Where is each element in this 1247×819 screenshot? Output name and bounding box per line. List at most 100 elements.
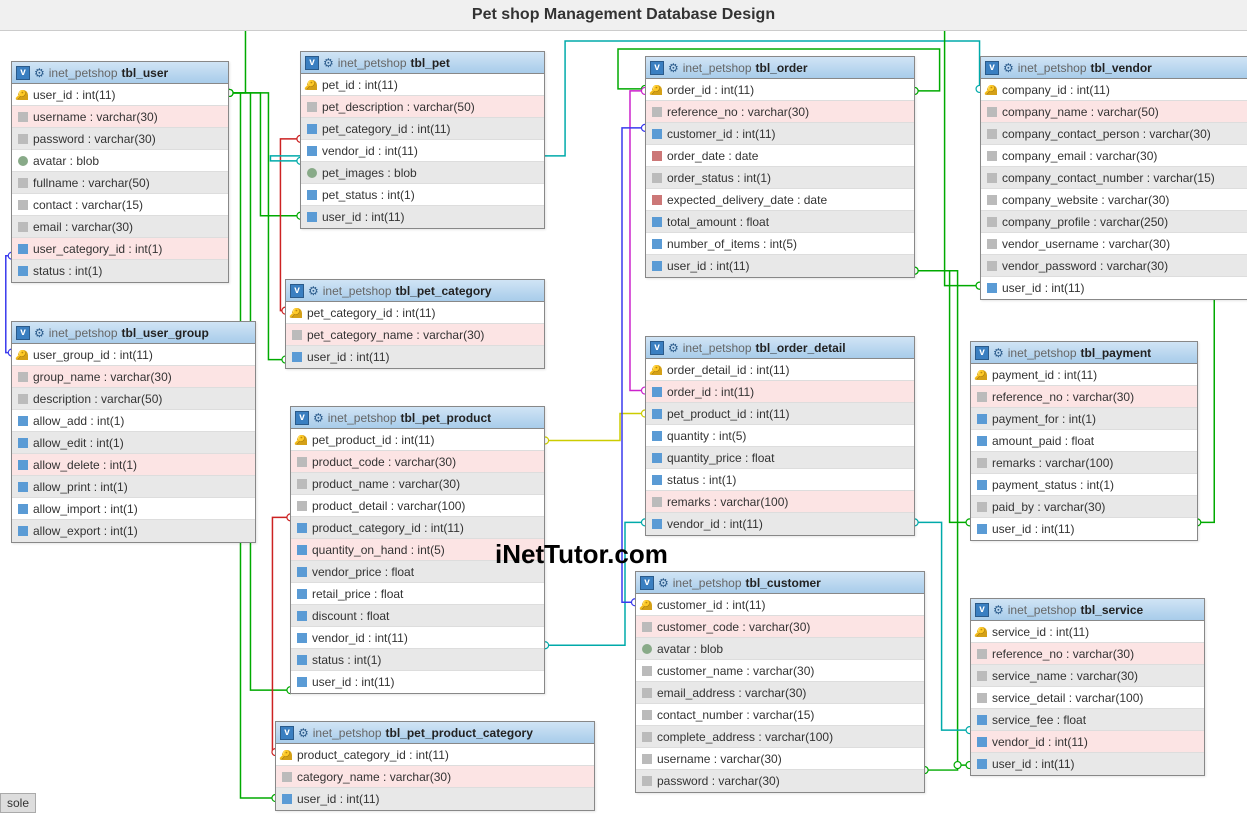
column-row[interactable]: order_status : int(1)	[646, 167, 914, 189]
gear-icon[interactable]: ⚙	[658, 576, 669, 590]
column-row[interactable]: user_id : int(11)	[286, 346, 544, 368]
column-row[interactable]: vendor_password : varchar(30)	[981, 255, 1247, 277]
gear-icon[interactable]: ⚙	[34, 326, 45, 340]
gear-icon[interactable]: ⚙	[34, 66, 45, 80]
db-table-tbl_order_detail[interactable]: v⚙inet_petshop tbl_order_detailorder_det…	[645, 336, 915, 536]
column-row[interactable]: reference_no : varchar(30)	[971, 386, 1197, 408]
column-row[interactable]: user_id : int(11)	[276, 788, 594, 810]
column-row[interactable]: password : varchar(30)	[636, 770, 924, 792]
column-row[interactable]: customer_id : int(11)	[646, 123, 914, 145]
column-row[interactable]: service_detail : varchar(100)	[971, 687, 1204, 709]
column-row[interactable]: order_detail_id : int(11)	[646, 359, 914, 381]
db-table-tbl_order[interactable]: v⚙inet_petshop tbl_orderorder_id : int(1…	[645, 56, 915, 278]
column-row[interactable]: pet_product_id : int(11)	[291, 429, 544, 451]
db-table-tbl_pet_category[interactable]: v⚙inet_petshop tbl_pet_categorypet_categ…	[285, 279, 545, 369]
gear-icon[interactable]: ⚙	[668, 61, 679, 75]
column-row[interactable]: product_code : varchar(30)	[291, 451, 544, 473]
column-row[interactable]: retail_price : float	[291, 583, 544, 605]
column-row[interactable]: company_id : int(11)	[981, 79, 1247, 101]
column-row[interactable]: reference_no : varchar(30)	[646, 101, 914, 123]
column-row[interactable]: product_detail : varchar(100)	[291, 495, 544, 517]
column-row[interactable]: fullname : varchar(50)	[12, 172, 228, 194]
column-row[interactable]: contact : varchar(15)	[12, 194, 228, 216]
column-row[interactable]: password : varchar(30)	[12, 128, 228, 150]
gear-icon[interactable]: ⚙	[308, 284, 319, 298]
column-row[interactable]: user_category_id : int(1)	[12, 238, 228, 260]
table-header[interactable]: v⚙inet_petshop tbl_pet	[301, 52, 544, 74]
column-row[interactable]: user_id : int(11)	[981, 277, 1247, 299]
column-row[interactable]: vendor_id : int(11)	[971, 731, 1204, 753]
table-header[interactable]: v⚙inet_petshop tbl_vendor	[981, 57, 1247, 79]
column-row[interactable]: pet_images : blob	[301, 162, 544, 184]
column-row[interactable]: payment_status : int(1)	[971, 474, 1197, 496]
column-row[interactable]: status : int(1)	[12, 260, 228, 282]
column-row[interactable]: allow_import : int(1)	[12, 498, 255, 520]
column-row[interactable]: order_date : date	[646, 145, 914, 167]
gear-icon[interactable]: ⚙	[298, 726, 309, 740]
column-row[interactable]: customer_name : varchar(30)	[636, 660, 924, 682]
column-row[interactable]: order_id : int(11)	[646, 79, 914, 101]
gear-icon[interactable]: ⚙	[323, 56, 334, 70]
column-row[interactable]: reference_no : varchar(30)	[971, 643, 1204, 665]
column-row[interactable]: allow_edit : int(1)	[12, 432, 255, 454]
table-header[interactable]: v⚙inet_petshop tbl_pet_category	[286, 280, 544, 302]
db-table-tbl_user_group[interactable]: v⚙inet_petshop tbl_user_groupuser_group_…	[11, 321, 256, 543]
column-row[interactable]: pet_category_name : varchar(30)	[286, 324, 544, 346]
column-row[interactable]: service_name : varchar(30)	[971, 665, 1204, 687]
column-row[interactable]: paid_by : varchar(30)	[971, 496, 1197, 518]
table-header[interactable]: v⚙inet_petshop tbl_pet_product_category	[276, 722, 594, 744]
column-row[interactable]: user_id : int(11)	[301, 206, 544, 228]
column-row[interactable]: avatar : blob	[12, 150, 228, 172]
gear-icon[interactable]: ⚙	[313, 411, 324, 425]
column-row[interactable]: user_id : int(11)	[646, 255, 914, 277]
column-row[interactable]: company_contact_number : varchar(15)	[981, 167, 1247, 189]
column-row[interactable]: allow_add : int(1)	[12, 410, 255, 432]
column-row[interactable]: amount_paid : float	[971, 430, 1197, 452]
column-row[interactable]: remarks : varchar(100)	[646, 491, 914, 513]
column-row[interactable]: order_id : int(11)	[646, 381, 914, 403]
column-row[interactable]: company_contact_person : varchar(30)	[981, 123, 1247, 145]
gear-icon[interactable]: ⚙	[668, 341, 679, 355]
table-header[interactable]: v⚙inet_petshop tbl_payment	[971, 342, 1197, 364]
column-row[interactable]: pet_description : varchar(50)	[301, 96, 544, 118]
column-row[interactable]: allow_print : int(1)	[12, 476, 255, 498]
db-table-tbl_vendor[interactable]: v⚙inet_petshop tbl_vendorcompany_id : in…	[980, 56, 1247, 300]
column-row[interactable]: user_id : int(11)	[971, 753, 1204, 775]
column-row[interactable]: company_name : varchar(50)	[981, 101, 1247, 123]
column-row[interactable]: expected_delivery_date : date	[646, 189, 914, 211]
column-row[interactable]: allow_delete : int(1)	[12, 454, 255, 476]
table-header[interactable]: v⚙inet_petshop tbl_service	[971, 599, 1204, 621]
column-row[interactable]: email_address : varchar(30)	[636, 682, 924, 704]
table-header[interactable]: v⚙inet_petshop tbl_order	[646, 57, 914, 79]
column-row[interactable]: pet_category_id : int(11)	[286, 302, 544, 324]
column-row[interactable]: contact_number : varchar(15)	[636, 704, 924, 726]
column-row[interactable]: complete_address : varchar(100)	[636, 726, 924, 748]
column-row[interactable]: user_group_id : int(11)	[12, 344, 255, 366]
column-row[interactable]: allow_export : int(1)	[12, 520, 255, 542]
column-row[interactable]: number_of_items : int(5)	[646, 233, 914, 255]
table-header[interactable]: v⚙inet_petshop tbl_order_detail	[646, 337, 914, 359]
column-row[interactable]: status : int(1)	[291, 649, 544, 671]
column-row[interactable]: payment_id : int(11)	[971, 364, 1197, 386]
column-row[interactable]: customer_id : int(11)	[636, 594, 924, 616]
column-row[interactable]: service_fee : float	[971, 709, 1204, 731]
table-header[interactable]: v⚙inet_petshop tbl_user	[12, 62, 228, 84]
column-row[interactable]: username : varchar(30)	[12, 106, 228, 128]
column-row[interactable]: user_id : int(11)	[12, 84, 228, 106]
column-row[interactable]: company_website : varchar(30)	[981, 189, 1247, 211]
column-row[interactable]: discount : float	[291, 605, 544, 627]
db-table-tbl_pet[interactable]: v⚙inet_petshop tbl_petpet_id : int(11)pe…	[300, 51, 545, 229]
column-row[interactable]: product_name : varchar(30)	[291, 473, 544, 495]
column-row[interactable]: product_category_id : int(11)	[276, 744, 594, 766]
column-row[interactable]: category_name : varchar(30)	[276, 766, 594, 788]
column-row[interactable]: quantity_price : float	[646, 447, 914, 469]
gear-icon[interactable]: ⚙	[1003, 61, 1014, 75]
db-table-tbl_customer[interactable]: v⚙inet_petshop tbl_customercustomer_id :…	[635, 571, 925, 793]
gear-icon[interactable]: ⚙	[993, 346, 1004, 360]
column-row[interactable]: description : varchar(50)	[12, 388, 255, 410]
column-row[interactable]: pet_status : int(1)	[301, 184, 544, 206]
column-row[interactable]: user_id : int(11)	[291, 671, 544, 693]
column-row[interactable]: vendor_id : int(11)	[291, 627, 544, 649]
column-row[interactable]: customer_code : varchar(30)	[636, 616, 924, 638]
column-row[interactable]: service_id : int(11)	[971, 621, 1204, 643]
